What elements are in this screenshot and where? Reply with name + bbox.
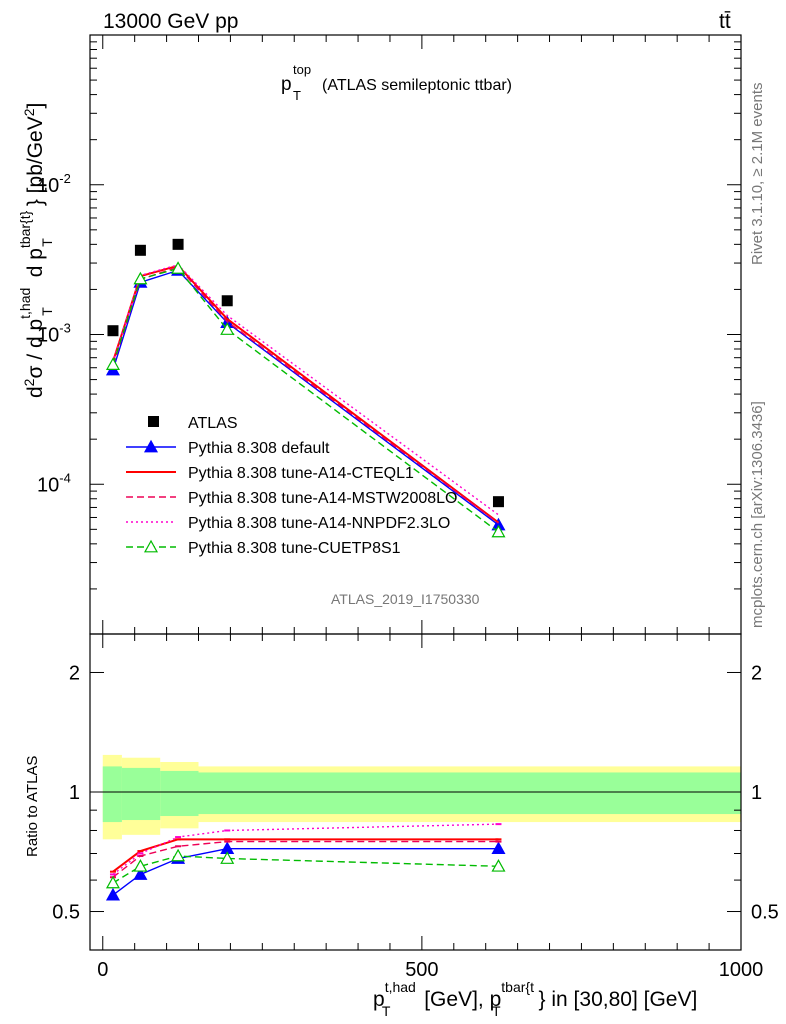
data-point [492,496,504,508]
ratio-uncertainty-bands [102,754,741,840]
legend-label-1: Pythia 8.308 tune-A14-CTEQL1 [188,465,414,482]
ratio-line-4 [112,855,499,884]
series-point-4 [133,271,148,285]
ratio-point-0 [491,841,506,855]
data-points [107,238,504,508]
y-tick-label-ratio: 1 [69,782,80,804]
legend: ATLAS Pythia 8.308 default Pythia 8.308 tu… [126,415,457,557]
legend-marker-4 [143,539,159,553]
y-tick-label-ratio: 0.5 [52,902,80,924]
rivet-label: Rivet 3.1.10, ≥ 2.1M events [749,83,766,266]
energy-label: 13000 GeV pp [103,10,238,33]
legend-label-0: Pythia 8.308 default [188,440,330,457]
series-line-4 [112,267,499,533]
data-point [107,325,119,337]
legend-label-4: Pythia 8.308 tune-CUETP8S1 [188,540,401,557]
ratio-point-4 [220,851,235,864]
series-point-4 [171,261,186,274]
legend-marker-data [148,416,159,427]
ratio-series-lines [105,823,506,901]
ratio-line-1 [112,838,499,873]
plot-title-main: p [281,74,292,95]
y-axis-label-main: d2σ / d pt,had T d ptbar{t} T} [pb/GeV2] [17,103,55,398]
y-tick-label-exponent: -3 [59,321,71,336]
ratio-point-0 [133,867,148,880]
main-series-lines [105,261,506,538]
ratio-line-0 [112,847,499,896]
y-tick-label-ratio-right: 1 [751,782,762,804]
series-point-4 [220,322,235,335]
y-axis-label-ratio: Ratio to ATLAS [24,756,41,857]
y-tick-label-exponent: -4 [59,470,71,485]
ratio-stat-band [121,767,161,821]
axis-ticks: 10-410-310-20.5 0.51 12 20 500 1000 [37,34,779,981]
legend-label-2: Pythia 8.308 tune-A14-MSTW2008LO [188,490,457,507]
series-line-1 [112,264,500,524]
plot-title-sup: top [293,62,311,77]
ratio-stat-band [198,772,741,815]
ratio-point-4 [105,875,120,889]
series-point-4 [105,357,120,370]
ratio-point-0 [105,887,120,901]
data-point [172,238,184,250]
ratio-line-2 [112,840,499,878]
process-label: tt̄ [719,10,731,33]
analysis-id: ATLAS_2019_I1750330 [331,591,480,607]
plot-title-tail: (ATLAS semileptonic ttbar) [322,77,512,94]
mcplots-label: mcplots.cern.ch [arXiv:1306.3436] [749,401,766,628]
ratio-point-4 [133,859,148,872]
y-tick-label-ratio-right: 2 [751,662,762,684]
legend-label-data: ATLAS [188,415,238,432]
data-point [134,244,146,256]
series-point-4 [491,524,506,538]
data-point [221,295,233,307]
ratio-point-4 [171,848,186,862]
legend-marker-0 [143,439,159,453]
y-tick-label-main: 10-4 [37,470,71,496]
plot-title: p top T (ATLAS semileptonic ttbar) [281,62,512,103]
plot-title-sub: T [293,88,301,103]
x-tick-label: 0 [97,959,108,981]
y-tick-label-ratio: 2 [69,662,80,684]
legend-label-3: Pythia 8.308 tune-A14-NNPDF2.3LO [188,515,450,532]
series-line-0 [112,269,499,526]
y-tick-label-ratio-right: 0.5 [751,902,779,924]
x-axis-label: pt,had T [GeV], ptbar{t T} in [30,80] [GeV… [373,979,697,1019]
y-tick-label-exponent: -2 [59,171,71,186]
ratio-stat-band [160,770,199,817]
x-tick-label: 1000 [719,959,764,981]
ratio-point-4 [491,859,506,872]
series-line-2 [112,266,499,524]
x-tick-label: 500 [405,959,438,981]
ratio-stat-band [102,766,122,823]
